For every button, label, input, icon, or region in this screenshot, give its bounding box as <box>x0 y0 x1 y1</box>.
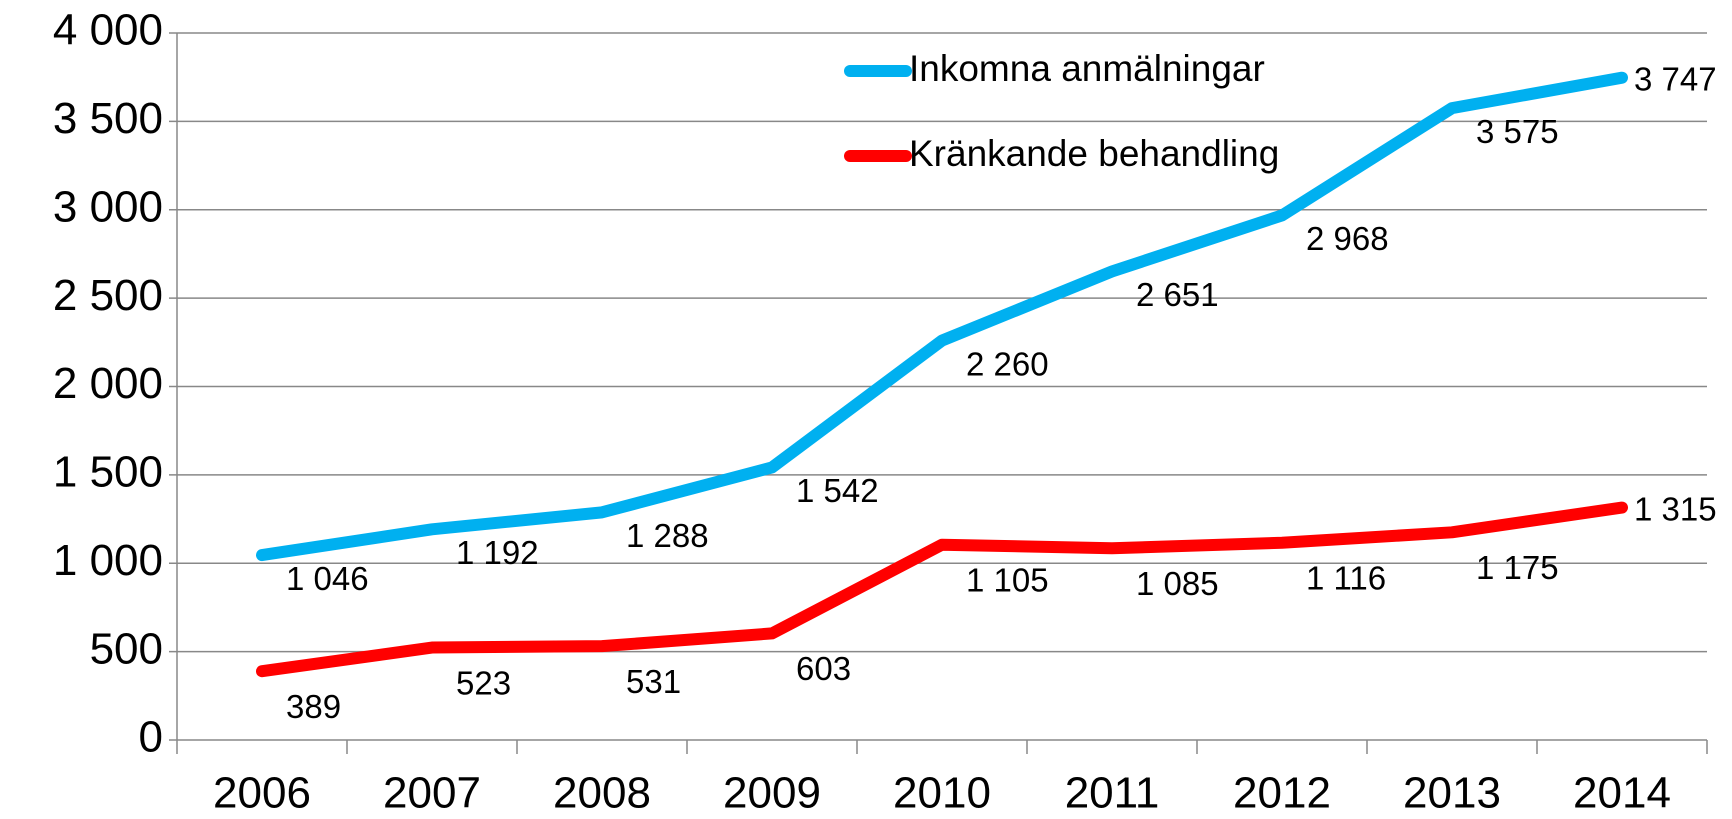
x-tick-label: 2008 <box>553 769 651 818</box>
x-tick-label: 2013 <box>1403 769 1501 818</box>
data-label: 1 288 <box>626 517 709 554</box>
data-label: 523 <box>456 664 511 701</box>
x-tick-label: 2011 <box>1065 769 1160 818</box>
y-tick-label: 1 000 <box>53 536 163 585</box>
y-tick-label: 3 500 <box>53 94 163 143</box>
y-tick-label: 2 500 <box>53 271 163 320</box>
data-label: 1 542 <box>796 472 879 509</box>
legend-label: Kränkande behandling <box>909 133 1279 174</box>
data-label: 603 <box>796 650 851 687</box>
data-label: 2 651 <box>1136 276 1219 313</box>
data-label: 1 175 <box>1476 549 1559 586</box>
x-tick-label: 2007 <box>383 769 481 818</box>
data-label: 2 968 <box>1306 220 1389 257</box>
data-label: 1 192 <box>456 534 539 571</box>
line-series <box>256 501 1628 678</box>
data-label: 1 315 <box>1634 490 1717 527</box>
x-tick-label: 2006 <box>213 769 311 818</box>
y-tick-label: 4 000 <box>53 6 163 55</box>
data-label: 1 046 <box>286 560 369 597</box>
y-tick-label: 3 000 <box>53 182 163 231</box>
y-tick-label: 1 500 <box>53 448 163 497</box>
data-label: 389 <box>286 688 341 725</box>
y-tick-label: 0 <box>139 713 163 762</box>
data-label: 1 105 <box>966 561 1049 598</box>
data-label: 531 <box>626 663 681 700</box>
data-label: 1 116 <box>1306 559 1386 596</box>
y-tick-label: 500 <box>90 624 163 673</box>
x-tick-label: 2009 <box>723 769 821 818</box>
y-tick-label: 2 000 <box>53 359 163 408</box>
x-tick-label: 2014 <box>1573 769 1671 818</box>
data-label: 1 085 <box>1136 565 1219 602</box>
x-tick-label: 2012 <box>1233 769 1331 818</box>
data-label: 2 260 <box>966 345 1049 382</box>
data-label: 3 575 <box>1476 113 1559 150</box>
legend-label: Inkomna anmälningar <box>909 48 1265 89</box>
line-series <box>256 71 1628 562</box>
x-tick-label: 2010 <box>893 769 991 818</box>
data-label: 3 747 <box>1634 60 1717 97</box>
